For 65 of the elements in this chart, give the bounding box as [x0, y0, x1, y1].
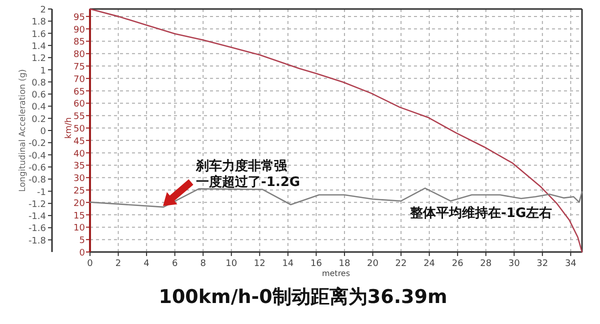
y2-tick-label: 55: [74, 112, 85, 122]
y2-tick-label: 15: [74, 211, 85, 222]
y-tick-label: 0.2: [32, 114, 46, 125]
y-tick-label: 1.4: [32, 42, 46, 52]
y2-tick-label: 25: [74, 186, 85, 197]
annotation: 刹车力度非常强: [195, 158, 288, 174]
x-tick-label: 0: [87, 259, 94, 269]
x-tick-label: 14: [282, 259, 294, 269]
x-tick-label: 30: [508, 259, 520, 269]
text: 100km/h-0制动距离为36.39m: [158, 286, 448, 308]
y-tick-label: -0.4: [28, 151, 46, 162]
y-tick-label: -1.4: [28, 212, 46, 222]
y-tick-label: 0: [40, 127, 46, 137]
x-axis-title: metres: [322, 269, 350, 278]
y2-tick-label: 5: [79, 236, 85, 246]
y2-tick-label: 35: [74, 162, 85, 172]
y2-tick-label: 80: [74, 50, 86, 60]
x-tick-label: 2: [115, 259, 122, 269]
y-tick-label: 1.8: [32, 18, 46, 28]
y2-axis-title: km/h: [64, 117, 74, 139]
annotation: 一度超过了-1.2G: [196, 174, 300, 190]
y-tick-label: -0.2: [28, 139, 46, 150]
x-tick-label: 6: [172, 259, 178, 269]
x-tick-label: 26: [452, 259, 464, 269]
y2-tick-label: 0: [79, 248, 86, 258]
y2-tick-label: 30: [74, 174, 86, 184]
x-tick-label: 24: [424, 259, 436, 269]
x-tick-label: 10: [226, 259, 238, 269]
y-tick-label: 1.6: [32, 30, 46, 40]
y-tick-label: 0.8: [32, 78, 46, 88]
y-tick-label: -1.6: [28, 224, 46, 234]
y2-tick-label: 20: [74, 198, 86, 209]
y2-tick-label: 70: [74, 74, 86, 85]
x-tick-label: 28: [480, 259, 492, 269]
x-tick-label: 32: [536, 259, 548, 269]
y2-tick-label: 40: [74, 149, 86, 160]
y2-tick-label: 75: [74, 62, 85, 73]
x-tick-label: 4: [144, 259, 150, 269]
y2-tick-label: 90: [74, 25, 86, 36]
y2-tick-label: 85: [74, 38, 85, 48]
y-tick-label: -1.8: [28, 236, 46, 246]
y2-tick-label: 45: [74, 136, 85, 147]
x-tick-label: 8: [200, 259, 206, 269]
y2-tick-label: 65: [74, 87, 85, 98]
x-tick-label: 20: [367, 259, 379, 269]
x-tick-label: 12: [254, 259, 266, 269]
y-tick-label: 1: [40, 66, 46, 76]
y-tick-label: -1: [37, 188, 46, 198]
x-tick-label: 22: [395, 259, 407, 269]
y-tick-label: 0.6: [32, 90, 46, 101]
x-tick-label: 34: [564, 259, 577, 269]
y-tick-label: -0.8: [28, 176, 46, 186]
y-tick-label: 2: [40, 6, 46, 16]
y2-tick-label: 60: [74, 100, 86, 110]
y-tick-label: -1.2: [28, 200, 46, 210]
y2-tick-label: 50: [74, 124, 86, 135]
x-tick-label: 18: [338, 259, 350, 269]
y2-tick-label: 10: [74, 224, 86, 234]
y-axis-title: Longitudinal Acceleration (g): [18, 69, 28, 192]
x-tick-label: 16: [310, 259, 322, 269]
y-tick-label: 0.4: [32, 102, 46, 113]
y-tick-label: -0.6: [28, 163, 46, 174]
y-tick-label: 1.2: [32, 54, 46, 64]
annotation: 整体平均维持在-1G左右: [409, 205, 552, 221]
y2-tick-label: 95: [74, 12, 85, 23]
